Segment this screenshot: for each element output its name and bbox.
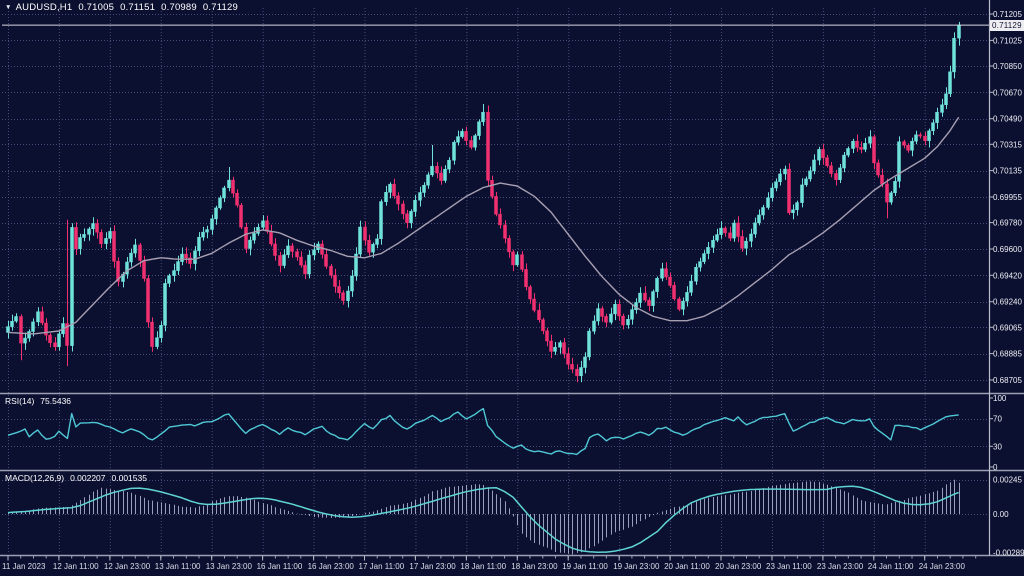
time-axis-label[interactable]: 23 Jan 11:00 <box>766 562 812 571</box>
price-axis-label[interactable]: 0.68885 <box>993 350 1022 359</box>
time-axis-labels: 11 Jan 2023 12 Jan 11:00 12 Jan 23:00 13 Ja… <box>2 556 977 571</box>
time-axis-label[interactable]: 17 Jan 23:00 <box>409 562 456 571</box>
current-price-badge: 0.71129 <box>990 20 1024 31</box>
rsi-axis-label[interactable]: 100 <box>993 394 1007 403</box>
rsi-value: 75.5436 <box>40 396 72 406</box>
macd-main-value: 0.002207 <box>70 473 106 483</box>
time-axis-label[interactable]: 20 Jan 23:00 <box>715 562 762 571</box>
time-axis-label[interactable]: 24 Jan 23:00 <box>919 562 966 571</box>
time-axis-label[interactable]: 11 Jan 2023 <box>2 562 46 571</box>
macd-axis-label[interactable]: 0.00245 <box>993 476 1022 485</box>
ohlc-open: 0.71005 <box>78 2 115 13</box>
time-axis-label[interactable]: 13 Jan 23:00 <box>206 562 253 571</box>
price-axis-label[interactable]: 0.69240 <box>993 298 1022 307</box>
rsi-axis-label[interactable]: 30 <box>993 442 1002 451</box>
price-axis-label[interactable]: 0.70135 <box>993 167 1022 176</box>
price-axis-label[interactable]: 0.69600 <box>993 245 1022 254</box>
macd-indicator-name: MACD(12,26,9) <box>5 473 65 483</box>
price-axis-label[interactable]: 0.68705 <box>993 376 1022 385</box>
ohlc-close: 0.71129 <box>202 2 238 13</box>
time-axis-label[interactable]: 13 Jan 11:00 <box>155 562 201 571</box>
price-axis-label[interactable]: 0.69955 <box>993 193 1022 202</box>
chart-title: ▼ AUDUSD,H1 0.71005 0.71151 0.70989 0.71129 <box>5 2 238 13</box>
time-axis-label[interactable]: 12 Jan 11:00 <box>53 562 99 571</box>
time-axis-label[interactable]: 16 Jan 11:00 <box>257 562 303 571</box>
time-axis-label[interactable]: 20 Jan 11:00 <box>664 562 710 571</box>
time-axis-label[interactable]: 18 Jan 23:00 <box>511 562 558 571</box>
price-axis-label[interactable]: 0.70315 <box>993 140 1022 149</box>
price-axis-label[interactable]: 0.69065 <box>993 323 1022 332</box>
ohlc-high: 0.71151 <box>120 2 156 13</box>
macd-axis-label[interactable]: 0.00 <box>993 510 1009 519</box>
collapse-triangle-icon[interactable]: ▼ <box>5 4 12 11</box>
time-axis-label[interactable]: 18 Jan 11:00 <box>460 562 506 571</box>
time-axis-label[interactable]: 19 Jan 11:00 <box>562 562 608 571</box>
rsi-pane-label: RSI(14) 75.5436 <box>5 396 71 406</box>
price-axis-label[interactable]: 0.71025 <box>993 36 1022 45</box>
time-axis-label[interactable]: 19 Jan 23:00 <box>613 562 660 571</box>
rsi-axis-labels: 100 70 30 0 <box>989 394 1007 472</box>
price-axis-label[interactable]: 0.70670 <box>993 88 1022 97</box>
price-axis-label[interactable]: 0.70850 <box>993 62 1022 71</box>
price-axis-labels: 0.71205 0.71025 0.70850 0.70670 0.70490 0.703… <box>989 10 1022 385</box>
price-axis-label[interactable]: 0.69780 <box>993 219 1022 228</box>
candles-layer <box>6 21 961 383</box>
time-axis-label[interactable]: 17 Jan 11:00 <box>359 562 405 571</box>
price-axis-label[interactable]: 0.69420 <box>993 271 1022 280</box>
rsi-line <box>7 407 959 456</box>
moving-average-line <box>7 116 960 335</box>
time-axis-label[interactable]: 24 Jan 11:00 <box>868 562 914 571</box>
time-axis-label[interactable]: 23 Jan 23:00 <box>817 562 864 571</box>
time-axis-label[interactable]: 12 Jan 23:00 <box>104 562 151 571</box>
ohlc-low: 0.70989 <box>161 2 197 13</box>
time-axis-label[interactable]: 16 Jan 23:00 <box>308 562 355 571</box>
price-axis-label[interactable]: 0.71205 <box>993 10 1022 19</box>
symbol-timeframe-label: AUDUSD,H1 <box>15 2 73 13</box>
rsi-axis-label[interactable]: 70 <box>993 415 1002 424</box>
macd-pane-label: MACD(12,26,9) 0.002207 0.001535 <box>5 473 147 483</box>
macd-histogram <box>8 479 960 555</box>
rsi-axis-label[interactable]: 0 <box>993 463 998 472</box>
macd-signal-value: 0.001535 <box>111 473 147 483</box>
macd-signal-line <box>7 485 959 553</box>
price-axis-label[interactable]: 0.70490 <box>993 115 1022 124</box>
rsi-indicator-name: RSI(14) <box>5 396 35 406</box>
